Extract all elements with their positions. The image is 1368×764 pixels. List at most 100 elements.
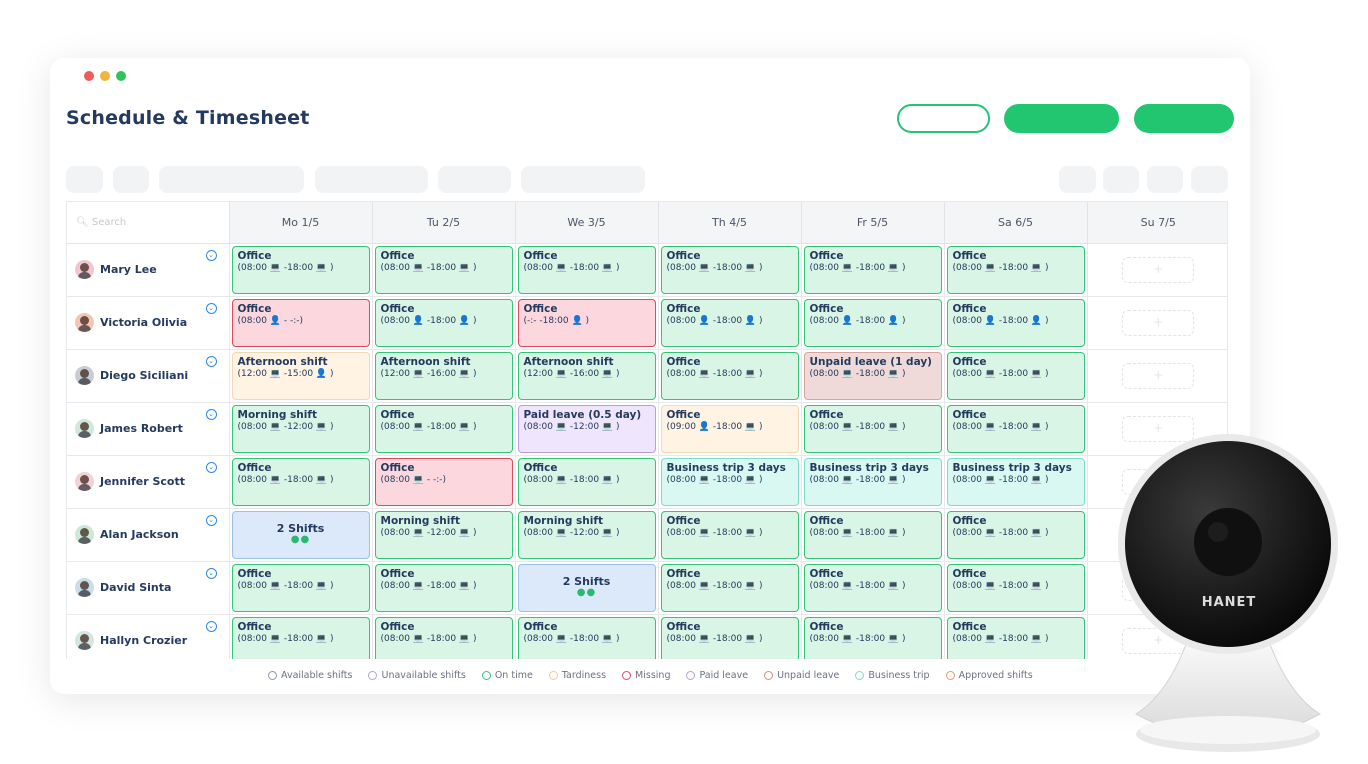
shift-cell[interactable]: Office (08:00 💻 -18:00 💻 ) — [228, 561, 372, 615]
shift-cell[interactable]: + — [1086, 296, 1227, 350]
shift-card[interactable]: Office (08:00 💻 -18:00 💻 ) — [517, 245, 656, 294]
multi-shift-card[interactable]: 2 Shifts ●● — [517, 563, 656, 612]
shift-cell[interactable]: Office (08:00 💻 -18:00 💻 ) — [514, 243, 658, 297]
shift-card[interactable]: Office (08:00 👤 -18:00 👤 ) — [946, 298, 1085, 347]
shift-cell[interactable]: + — [1086, 243, 1227, 297]
shift-cell[interactable]: Office (08:00 💻 -18:00 💻 ) — [943, 243, 1087, 297]
shift-card[interactable]: Office (08:00 💻 -18:00 💻 ) — [374, 245, 513, 294]
shift-card[interactable]: Unpaid leave (1 day) (08:00 💻 -18:00 💻 ) — [803, 351, 942, 400]
shift-cell[interactable]: 2 Shifts ●● — [514, 561, 658, 615]
filter-dropdown[interactable] — [521, 166, 645, 193]
employee-cell[interactable]: Mary Lee ⌄ — [67, 243, 229, 297]
shift-card[interactable]: Business trip 3 days (08:00 💻 -18:00 💻 ) — [803, 457, 942, 506]
shift-card[interactable]: Afternoon shift (12:00 💻 -15:00 👤 ) — [231, 351, 370, 400]
shift-cell[interactable]: Office (08:00 💻 -18:00 💻 ) — [800, 561, 944, 615]
chevron-down-icon[interactable]: ⌄ — [205, 461, 217, 473]
shift-cell[interactable]: Office (-:- -18:00 👤 ) — [514, 296, 658, 350]
shift-card[interactable]: Office (08:00 💻 -18:00 💻 ) — [231, 457, 370, 506]
shift-cell[interactable]: Business trip 3 days (08:00 💻 -18:00 💻 ) — [657, 455, 801, 509]
shift-card[interactable]: Office (08:00 💻 -18:00 💻 ) — [660, 563, 799, 612]
shift-card[interactable]: Office (08:00 💻 -18:00 💻 ) — [660, 351, 799, 400]
shift-cell[interactable]: Office (08:00 💻 -18:00 💻 ) — [800, 402, 944, 456]
filter-chip[interactable] — [438, 166, 511, 193]
filter-chip[interactable] — [66, 166, 103, 193]
header-outline-button[interactable] — [897, 104, 990, 133]
shift-cell[interactable]: Unpaid leave (1 day) (08:00 💻 -18:00 💻 ) — [800, 349, 944, 403]
toolbar-icon-button[interactable] — [1103, 166, 1139, 193]
shift-cell[interactable]: Afternoon shift (12:00 💻 -16:00 💻 ) — [371, 349, 515, 403]
shift-cell[interactable]: Office (08:00 💻 -18:00 💻 ) — [943, 349, 1087, 403]
shift-cell[interactable]: Office (08:00 💻 -18:00 💻 ) — [371, 614, 515, 659]
shift-cell[interactable]: Office (08:00 💻 -18:00 💻 ) — [800, 614, 944, 659]
shift-cell[interactable]: Paid leave (0.5 day) (08:00 💻 -12:00 💻 ) — [514, 402, 658, 456]
shift-card[interactable]: Office (08:00 💻 -18:00 💻 ) — [946, 245, 1085, 294]
filter-dropdown[interactable] — [159, 166, 304, 193]
shift-card[interactable]: Afternoon shift (12:00 💻 -16:00 💻 ) — [517, 351, 656, 400]
employee-cell[interactable]: James Robert ⌄ — [67, 402, 229, 456]
shift-card[interactable]: Business trip 3 days (08:00 💻 -18:00 💻 ) — [660, 457, 799, 506]
add-shift-button[interactable]: + — [1122, 309, 1195, 336]
shift-card[interactable]: Office (08:00 💻 -18:00 💻 ) — [946, 351, 1085, 400]
employee-cell[interactable]: Hallyn Crozier ⌄ — [67, 614, 229, 659]
maximize-window-dot[interactable] — [116, 71, 126, 81]
shift-cell[interactable]: Morning shift (08:00 💻 -12:00 💻 ) — [371, 508, 515, 562]
shift-cell[interactable]: Office (08:00 💻 -18:00 💻 ) — [657, 614, 801, 659]
shift-card[interactable]: Office (08:00 💻 -18:00 💻 ) — [946, 404, 1085, 453]
chevron-down-icon[interactable]: ⌄ — [205, 620, 217, 632]
shift-card[interactable]: Office (08:00 💻 -18:00 💻 ) — [374, 616, 513, 659]
shift-cell[interactable]: Office (08:00 💻 -18:00 💻 ) — [657, 243, 801, 297]
employee-cell[interactable]: Jennifer Scott ⌄ — [67, 455, 229, 509]
search-cell[interactable]: 🔍︎ Search — [67, 202, 229, 244]
shift-card[interactable]: Business trip 3 days (08:00 💻 -18:00 💻 ) — [946, 457, 1085, 506]
multi-shift-card[interactable]: 2 Shifts ●● — [231, 510, 370, 559]
shift-cell[interactable]: Office (08:00 💻 -18:00 💻 ) — [657, 349, 801, 403]
shift-card[interactable]: Office (08:00 💻 - -:-) — [374, 457, 513, 506]
shift-cell[interactable]: Office (08:00 💻 -18:00 💻 ) — [514, 455, 658, 509]
shift-card[interactable]: Office (09:00 👤 -18:00 💻 ) — [660, 404, 799, 453]
toolbar-icon-button[interactable] — [1191, 166, 1228, 193]
filter-chip[interactable] — [113, 166, 149, 193]
shift-card[interactable]: Office (08:00 💻 -18:00 💻 ) — [946, 563, 1085, 612]
shift-card[interactable]: Office (08:00 💻 -18:00 💻 ) — [374, 404, 513, 453]
shift-cell[interactable]: Office (08:00 💻 -18:00 💻 ) — [657, 561, 801, 615]
shift-card[interactable]: Office (-:- -18:00 👤 ) — [517, 298, 656, 347]
close-window-dot[interactable] — [84, 71, 94, 81]
chevron-down-icon[interactable]: ⌄ — [205, 567, 217, 579]
chevron-down-icon[interactable]: ⌄ — [205, 408, 217, 420]
shift-card[interactable]: Office (08:00 💻 -18:00 💻 ) — [660, 510, 799, 559]
shift-cell[interactable]: Afternoon shift (12:00 💻 -16:00 💻 ) — [514, 349, 658, 403]
shift-cell[interactable]: Office (09:00 👤 -18:00 💻 ) — [657, 402, 801, 456]
shift-cell[interactable]: Office (08:00 👤 -18:00 👤 ) — [943, 296, 1087, 350]
shift-card[interactable]: Afternoon shift (12:00 💻 -16:00 💻 ) — [374, 351, 513, 400]
shift-cell[interactable]: Office (08:00 👤 -18:00 👤 ) — [657, 296, 801, 350]
header-secondary-button[interactable] — [1134, 104, 1234, 133]
chevron-down-icon[interactable]: ⌄ — [205, 249, 217, 261]
shift-card[interactable]: Office (08:00 💻 -18:00 💻 ) — [231, 616, 370, 659]
shift-cell[interactable]: Afternoon shift (12:00 💻 -15:00 👤 ) — [228, 349, 372, 403]
shift-cell[interactable]: + — [1086, 349, 1227, 403]
chevron-down-icon[interactable]: ⌄ — [205, 514, 217, 526]
shift-cell[interactable]: Office (08:00 👤 - -:-) — [228, 296, 372, 350]
shift-card[interactable]: Office (08:00 💻 -18:00 💻 ) — [660, 616, 799, 659]
chevron-down-icon[interactable]: ⌄ — [205, 302, 217, 314]
employee-cell[interactable]: Alan Jackson ⌄ — [67, 508, 229, 562]
shift-card[interactable]: Morning shift (08:00 💻 -12:00 💻 ) — [231, 404, 370, 453]
add-shift-button[interactable]: + — [1122, 256, 1195, 283]
filter-dropdown[interactable] — [315, 166, 428, 193]
shift-card[interactable]: Office (08:00 💻 -18:00 💻 ) — [231, 563, 370, 612]
header-primary-button[interactable] — [1004, 104, 1119, 133]
shift-cell[interactable]: Office (08:00 💻 -18:00 💻 ) — [371, 561, 515, 615]
shift-cell[interactable]: Office (08:00 💻 -18:00 💻 ) — [228, 614, 372, 659]
shift-card[interactable]: Office (08:00 👤 -18:00 👤 ) — [803, 298, 942, 347]
shift-card[interactable]: Office (08:00 👤 - -:-) — [231, 298, 370, 347]
employee-cell[interactable]: David Sinta ⌄ — [67, 561, 229, 615]
shift-cell[interactable]: Office (08:00 💻 -18:00 💻 ) — [514, 614, 658, 659]
add-shift-button[interactable]: + — [1122, 415, 1195, 442]
shift-card[interactable]: Office (08:00 💻 -18:00 💻 ) — [803, 616, 942, 659]
shift-cell[interactable]: Morning shift (08:00 💻 -12:00 💻 ) — [514, 508, 658, 562]
add-shift-button[interactable]: + — [1122, 362, 1195, 389]
shift-card[interactable]: Morning shift (08:00 💻 -12:00 💻 ) — [517, 510, 656, 559]
shift-card[interactable]: Office (08:00 💻 -18:00 💻 ) — [803, 245, 942, 294]
shift-card[interactable]: Office (08:00 💻 -18:00 💻 ) — [231, 245, 370, 294]
minimize-window-dot[interactable] — [100, 71, 110, 81]
